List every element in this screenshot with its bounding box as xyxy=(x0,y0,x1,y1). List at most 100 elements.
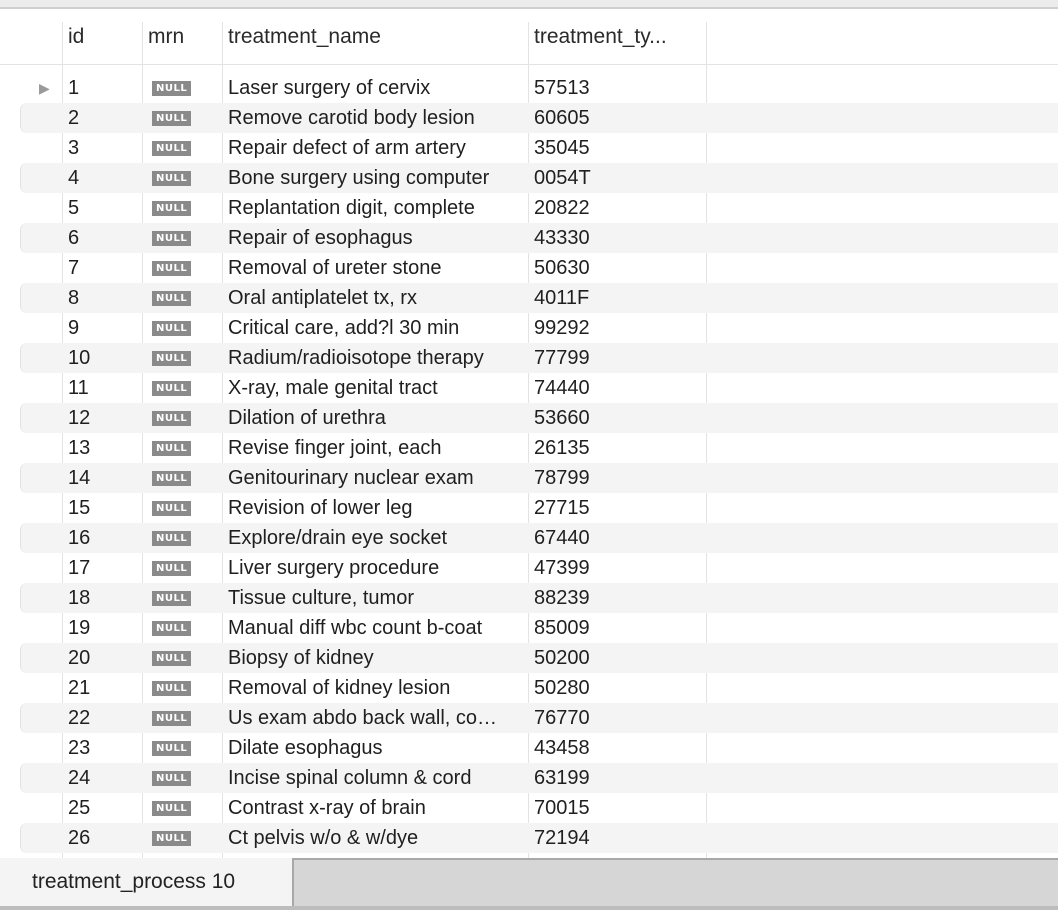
cell-id[interactable]: 22 xyxy=(68,707,91,729)
table-row[interactable]: 9 NULL Critical care, add?l 30 min 99292 xyxy=(0,313,1058,343)
table-row[interactable]: 5 NULL Replantation digit, complete 20822 xyxy=(0,193,1058,223)
table-row[interactable]: 13 NULL Revise finger joint, each 26135 xyxy=(0,433,1058,463)
cell-treatment-type[interactable]: 70015 xyxy=(534,797,590,819)
cell-treatment-type[interactable]: 57513 xyxy=(534,77,590,99)
table-row[interactable]: 8 NULL Oral antiplatelet tx, rx 4011F xyxy=(0,283,1058,313)
cell-treatment-name[interactable]: Explore/drain eye socket xyxy=(228,527,448,549)
cell-mrn[interactable]: NULL xyxy=(152,223,214,253)
cell-treatment-type[interactable]: 63199 xyxy=(534,767,590,789)
cell-id[interactable]: 7 xyxy=(68,257,80,279)
cell-mrn[interactable]: NULL xyxy=(152,673,214,703)
cell-mrn[interactable]: NULL xyxy=(152,103,214,133)
results-grid[interactable]: id mrn treatment_name treatment_ty... ▶ 1… xyxy=(0,10,1058,858)
cell-treatment-name[interactable]: Remove carotid body lesion xyxy=(228,107,475,129)
cell-mrn[interactable]: NULL xyxy=(152,703,214,733)
cell-treatment-name[interactable]: Revision of lower leg xyxy=(228,497,413,519)
cell-treatment-name[interactable]: Replantation digit, complete xyxy=(228,197,475,219)
cell-mrn[interactable]: NULL xyxy=(152,523,214,553)
cell-treatment-name[interactable]: Repair defect of arm artery xyxy=(228,137,466,159)
table-row[interactable]: 19 NULL Manual diff wbc count b-coat 85009 xyxy=(0,613,1058,643)
cell-treatment-name[interactable]: Laser surgery of cervix xyxy=(228,77,431,99)
cell-mrn[interactable]: NULL xyxy=(152,313,214,343)
cell-treatment-name[interactable]: Contrast x-ray of brain xyxy=(228,797,426,819)
cell-treatment-type[interactable]: 47399 xyxy=(534,557,590,579)
cell-treatment-type[interactable]: 60605 xyxy=(534,107,590,129)
cell-id[interactable]: 24 xyxy=(68,767,91,789)
cell-treatment-name[interactable]: Oral antiplatelet tx, rx xyxy=(228,287,417,309)
cell-treatment-type[interactable]: 0054T xyxy=(534,167,591,189)
cell-id[interactable]: 25 xyxy=(68,797,91,819)
cell-treatment-name[interactable]: Critical care, add?l 30 min xyxy=(228,317,460,339)
cell-treatment-type[interactable]: 74440 xyxy=(534,377,590,399)
cell-treatment-type[interactable]: 4011F xyxy=(534,287,590,309)
cell-id[interactable]: 18 xyxy=(68,587,91,609)
cell-treatment-name[interactable]: Manual diff wbc count b-coat xyxy=(228,617,483,639)
cell-treatment-type[interactable]: 27715 xyxy=(534,497,590,519)
cell-mrn[interactable]: NULL xyxy=(152,433,214,463)
cell-treatment-name[interactable]: Incise spinal column & cord xyxy=(228,767,472,789)
table-row[interactable]: 17 NULL Liver surgery procedure 47399 xyxy=(0,553,1058,583)
cell-treatment-name[interactable]: Tissue culture, tumor xyxy=(228,587,414,609)
cell-treatment-name[interactable]: Liver surgery procedure xyxy=(228,557,440,579)
cell-treatment-name[interactable]: Bone surgery using computer xyxy=(228,167,490,189)
cell-treatment-type[interactable]: 50200 xyxy=(534,647,590,669)
cell-id[interactable]: 26 xyxy=(68,827,91,849)
cell-id[interactable]: 8 xyxy=(68,287,80,309)
cell-treatment-name[interactable]: Genitourinary nuclear exam xyxy=(228,467,474,489)
cell-treatment-name[interactable]: Radium/radioisotope therapy xyxy=(228,347,484,369)
table-row[interactable]: 25 NULL Contrast x-ray of brain 70015 xyxy=(0,793,1058,823)
cell-id[interactable]: 19 xyxy=(68,617,91,639)
cell-id[interactable]: 1 xyxy=(68,77,80,99)
table-row[interactable]: 10 NULL Radium/radioisotope therapy 77799 xyxy=(0,343,1058,373)
table-row[interactable]: 21 NULL Removal of kidney lesion 50280 xyxy=(0,673,1058,703)
cell-treatment-type[interactable]: 88239 xyxy=(534,587,590,609)
cell-treatment-type[interactable]: 20822 xyxy=(534,197,590,219)
cell-treatment-type[interactable]: 26135 xyxy=(534,437,590,459)
tab-treatment-process[interactable]: treatment_process 10 xyxy=(0,858,294,908)
cell-mrn[interactable]: NULL xyxy=(152,73,214,103)
table-row[interactable]: 11 NULL X-ray, male genital tract 74440 xyxy=(0,373,1058,403)
table-row[interactable]: 26 NULL Ct pelvis w/o & w/dye 72194 xyxy=(0,823,1058,853)
cell-treatment-type[interactable]: 78799 xyxy=(534,467,590,489)
cell-treatment-name[interactable]: Removal of ureter stone xyxy=(228,257,442,279)
cell-mrn[interactable]: NULL xyxy=(152,823,214,853)
cell-mrn[interactable]: NULL xyxy=(152,583,214,613)
table-row[interactable]: 6 NULL Repair of esophagus 43330 xyxy=(0,223,1058,253)
cell-id[interactable]: 21 xyxy=(68,677,91,699)
cell-id[interactable]: 23 xyxy=(68,737,91,759)
cell-id[interactable]: 9 xyxy=(68,317,80,339)
cell-treatment-name[interactable]: Ct pelvis w/o & w/dye xyxy=(228,827,419,849)
cell-mrn[interactable]: NULL xyxy=(152,343,214,373)
cell-mrn[interactable]: NULL xyxy=(152,253,214,283)
table-row[interactable]: 23 NULL Dilate esophagus 43458 xyxy=(0,733,1058,763)
cell-treatment-type[interactable]: 35045 xyxy=(534,137,590,159)
cell-mrn[interactable]: NULL xyxy=(152,283,214,313)
cell-id[interactable]: 15 xyxy=(68,497,91,519)
table-row[interactable]: ▶ 1 NULL Laser surgery of cervix 57513 xyxy=(0,73,1058,103)
cell-treatment-type[interactable]: 72194 xyxy=(534,827,590,849)
column-header-mrn[interactable]: mrn xyxy=(148,25,185,48)
cell-mrn[interactable]: NULL xyxy=(152,763,214,793)
cell-mrn[interactable]: NULL xyxy=(152,193,214,223)
table-row[interactable]: 18 NULL Tissue culture, tumor 88239 xyxy=(0,583,1058,613)
cell-mrn[interactable]: NULL xyxy=(152,793,214,823)
table-row[interactable]: 24 NULL Incise spinal column & cord 63199 xyxy=(0,763,1058,793)
cell-id[interactable]: 6 xyxy=(68,227,80,249)
cell-mrn[interactable]: NULL xyxy=(152,463,214,493)
table-row[interactable]: 12 NULL Dilation of urethra 53660 xyxy=(0,403,1058,433)
cell-id[interactable]: 3 xyxy=(68,137,80,159)
cell-treatment-name[interactable]: Us exam abdo back wall, co… xyxy=(228,707,498,729)
cell-treatment-name[interactable]: X-ray, male genital tract xyxy=(228,377,438,399)
cell-mrn[interactable]: NULL xyxy=(152,643,214,673)
column-header-id[interactable]: id xyxy=(68,25,85,48)
cell-mrn[interactable]: NULL xyxy=(152,163,214,193)
cell-treatment-type[interactable]: 50630 xyxy=(534,257,590,279)
cell-treatment-type[interactable]: 99292 xyxy=(534,317,590,339)
table-row[interactable]: 20 NULL Biopsy of kidney 50200 xyxy=(0,643,1058,673)
table-row[interactable]: 14 NULL Genitourinary nuclear exam 78799 xyxy=(0,463,1058,493)
cell-treatment-name[interactable]: Dilation of urethra xyxy=(228,407,386,429)
cell-treatment-name[interactable]: Dilate esophagus xyxy=(228,737,383,759)
cell-mrn[interactable]: NULL xyxy=(152,133,214,163)
cell-treatment-type[interactable]: 53660 xyxy=(534,407,590,429)
cell-treatment-type[interactable]: 76770 xyxy=(534,707,590,729)
